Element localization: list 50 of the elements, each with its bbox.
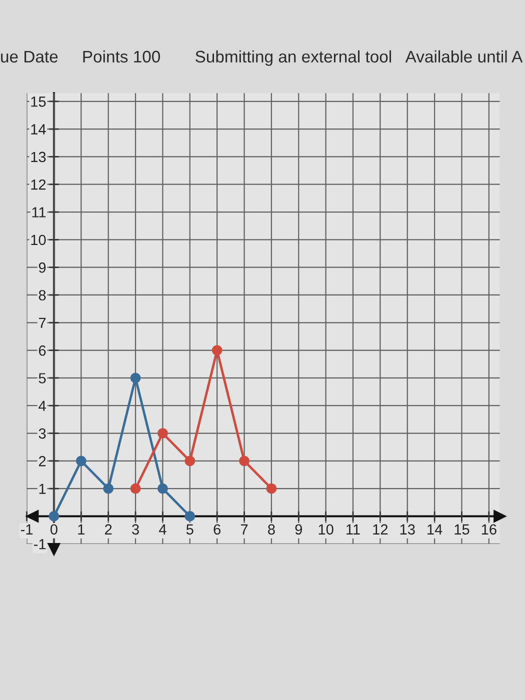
x-tick-label: 3 xyxy=(132,524,139,535)
x-tick-label: 5 xyxy=(186,524,194,535)
x-tick-label: 12 xyxy=(373,524,388,534)
x-tick-label: 1 xyxy=(78,524,84,534)
y-tick-label: 3 xyxy=(38,428,46,439)
y-tick-label: 15 xyxy=(31,96,46,107)
x-tick-label: 13 xyxy=(400,524,415,535)
x-tick-label: 14 xyxy=(428,524,442,534)
y-tick-label: 8 xyxy=(38,290,46,300)
x-tick-label: 4 xyxy=(158,524,166,534)
text: ue Date xyxy=(1,50,58,63)
x-tick-label: 11 xyxy=(346,524,360,534)
y-tick-label: 7 xyxy=(38,318,46,328)
y-tick-label: 9 xyxy=(38,262,46,273)
y-tick-label: 13 xyxy=(31,152,46,162)
y-tick-label: 2 xyxy=(38,456,46,466)
x-tick-label: 15 xyxy=(454,524,470,535)
point xyxy=(184,456,196,466)
x-tick-label: 9 xyxy=(295,524,302,535)
x-tick-label: 7 xyxy=(240,524,248,534)
x-tick-label: 16 xyxy=(482,524,496,535)
point xyxy=(130,483,141,494)
point xyxy=(76,456,86,466)
text: Submitting an external tool xyxy=(196,50,391,66)
x-tick-label: 8 xyxy=(268,524,275,535)
x-tick-label: -1 xyxy=(20,524,33,534)
point xyxy=(184,511,196,522)
point xyxy=(239,456,250,466)
x-tick-label: 6 xyxy=(214,524,220,535)
y-tick-label: 12 xyxy=(31,179,46,190)
y-tick-label: 1 xyxy=(39,484,46,494)
y-tick-label: 14 xyxy=(31,124,46,134)
y-tick-label: 10 xyxy=(31,234,46,246)
point xyxy=(130,372,141,384)
y-tick-label: 5 xyxy=(38,373,46,384)
point xyxy=(212,345,222,356)
x-tick-label: 10 xyxy=(318,524,334,535)
text: Points 100 xyxy=(83,50,160,63)
point xyxy=(266,483,277,494)
point xyxy=(157,483,168,494)
text: Available until A xyxy=(405,50,523,63)
point xyxy=(157,428,168,438)
x-tick-label: 2 xyxy=(105,524,112,534)
point xyxy=(48,511,60,522)
y-tick-label: 6 xyxy=(38,345,46,356)
y-tick-label: 4 xyxy=(38,400,46,411)
y-tick-label: -1 xyxy=(34,539,46,550)
y-tick-label: 11 xyxy=(32,207,46,218)
point xyxy=(103,483,114,494)
x-tick-label: 0 xyxy=(50,524,58,535)
